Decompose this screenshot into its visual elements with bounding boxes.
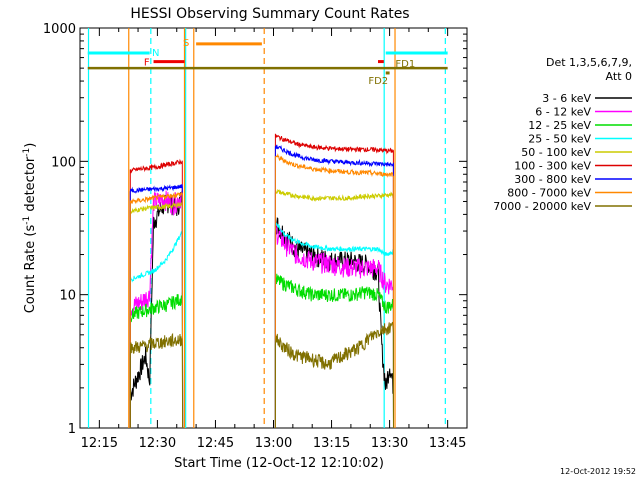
plot-frame — [79, 27, 468, 429]
x-tick-label: 13:45 — [429, 436, 466, 451]
y-tick-label: 10 — [59, 289, 76, 304]
series-line-1-seg1 — [129, 187, 184, 429]
series-line-2-seg2 — [274, 273, 394, 429]
y-tick-label: 1 — [68, 422, 76, 437]
series-line-7-seg1 — [129, 191, 184, 429]
legend-label: 3 - 6 keV — [542, 92, 591, 105]
x-tick-label: 12:30 — [139, 436, 176, 451]
x-tick-label: 12:15 — [81, 436, 118, 451]
series-lines — [129, 133, 394, 429]
series-line-3-seg1 — [129, 231, 184, 429]
series-line-4-seg2 — [274, 188, 394, 429]
legend-label: 7000 - 20000 keV — [493, 200, 591, 213]
legend-label: 25 - 50 keV — [528, 133, 591, 146]
series-line-8-seg2 — [274, 321, 394, 429]
series-line-5-seg1 — [129, 158, 184, 429]
flag-label-FD2: FD2 — [368, 76, 388, 87]
x-tick-label: 13:00 — [255, 436, 292, 451]
series-line-3-seg2 — [274, 222, 394, 429]
series-line-4-seg1 — [129, 201, 184, 429]
flag-label-F: F — [144, 58, 150, 69]
x-tick-label: 13:15 — [313, 436, 350, 451]
legend-label: 300 - 800 keV — [514, 173, 591, 186]
y-tick-label: 1000 — [43, 22, 76, 37]
series-line-2-seg1 — [129, 292, 184, 429]
x-axis-ticks: 12:15 12:30 12:45 13:00 13:15 13:30 13:45 — [81, 28, 466, 451]
legend-label: 800 - 7000 keV — [507, 187, 591, 200]
legend-title-line-2: Att 0 — [606, 70, 632, 83]
legend-label: 12 - 25 keV — [528, 119, 591, 132]
chart-title: HESSI Observing Summary Count Rates — [130, 6, 409, 22]
flag-label-N: N — [152, 48, 159, 59]
legend-title-line-1: Det 1,3,5,6,7,9, — [546, 56, 632, 69]
series-line-6-seg1 — [129, 184, 184, 429]
flag-label-FD1: FD1 — [395, 59, 415, 70]
series-line-6-seg2 — [274, 144, 394, 429]
series-line-8-seg1 — [129, 332, 184, 429]
x-axis-label: Start Time (12-Oct-12 12:10:02) — [174, 456, 384, 471]
y-axis-label-mid: detector — [23, 156, 38, 216]
series-line-1-seg2 — [274, 224, 394, 429]
series-line-5-seg2 — [274, 133, 394, 429]
x-tick-label: 13:30 — [371, 436, 408, 451]
flag-label-S: S — [183, 38, 189, 49]
legend-label: 50 - 100 keV — [521, 146, 591, 159]
y-axis-label-main: Count Rate (s — [23, 225, 38, 314]
x-tick-label: 12:45 — [197, 436, 234, 451]
status-flag-bars: NF S FD1 FD2 — [87, 38, 448, 87]
y-axis-label-sup2: -1 — [22, 148, 32, 157]
y-axis-label-sup1: -1 — [22, 216, 32, 225]
legend-label: 6 - 12 keV — [535, 106, 591, 119]
y-axis-ticks: 1 10 100 1000 — [43, 22, 467, 437]
legend-label: 100 - 300 keV — [514, 160, 591, 173]
y-tick-label: 100 — [51, 155, 76, 170]
y-axis-label: Count Rate (s-1 detector-1) — [22, 143, 38, 314]
series-line-7-seg2 — [274, 153, 394, 429]
vertical-marker-lines — [87, 28, 446, 428]
footer-timestamp: 12-Oct-2012 19:52 — [560, 467, 636, 476]
y-axis-label-end: ) — [23, 143, 38, 148]
